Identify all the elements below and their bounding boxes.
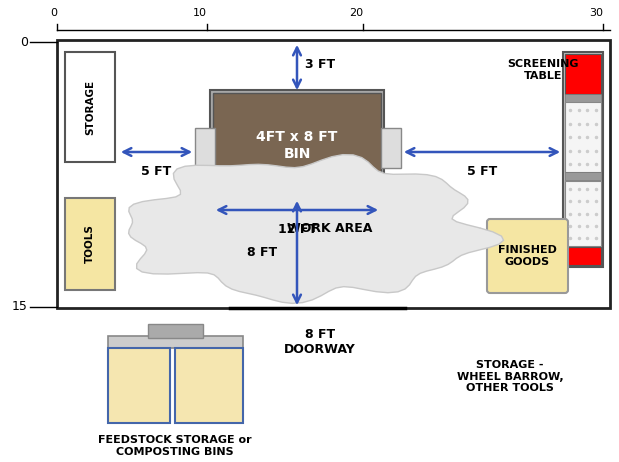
Bar [565,94,601,102]
Text: 15: 15 [12,300,28,314]
Text: STORAGE: STORAGE [85,79,95,134]
Bar [65,52,115,162]
Bar [213,93,381,198]
Bar [175,348,243,423]
Text: FEEDSTOCK STORAGE or
COMPOSTING BINS: FEEDSTOCK STORAGE or COMPOSTING BINS [98,435,252,456]
Bar [565,181,601,246]
Text: 30: 30 [589,8,603,18]
Bar [565,172,601,180]
Bar [210,90,384,201]
Bar [108,348,170,423]
Text: TOOLS: TOOLS [85,225,95,263]
Text: 10: 10 [193,8,207,18]
Bar [57,40,610,308]
Text: 20: 20 [349,8,363,18]
Text: SCREENING
TABLE: SCREENING TABLE [507,59,579,81]
Text: 8 FT: 8 FT [247,245,277,259]
Text: 0: 0 [20,36,28,49]
Text: 12 FT: 12 FT [277,223,316,236]
Polygon shape [129,155,503,304]
Text: 4FT x 8 FT
BIN: 4FT x 8 FT BIN [256,130,338,161]
Text: 0: 0 [50,8,57,18]
Text: 8 FT
DOORWAY: 8 FT DOORWAY [284,328,356,356]
FancyBboxPatch shape [487,219,568,293]
Text: STORAGE -
WHEEL BARROW,
OTHER TOOLS: STORAGE - WHEEL BARROW, OTHER TOOLS [457,360,563,393]
Text: FINISHED
GOODS: FINISHED GOODS [498,245,556,267]
Text: 5 FT: 5 FT [467,165,497,178]
Bar [381,175,401,195]
Text: WORK AREA: WORK AREA [287,221,373,235]
Bar [195,128,215,168]
Text: 5 FT: 5 FT [141,165,171,178]
Bar [565,54,601,94]
Bar [148,324,203,338]
Bar [565,247,601,265]
Text: 3 FT: 3 FT [305,59,335,72]
Bar [565,102,601,172]
Bar [108,336,243,348]
Bar [563,52,603,267]
Bar [381,128,401,168]
Bar [65,198,115,290]
